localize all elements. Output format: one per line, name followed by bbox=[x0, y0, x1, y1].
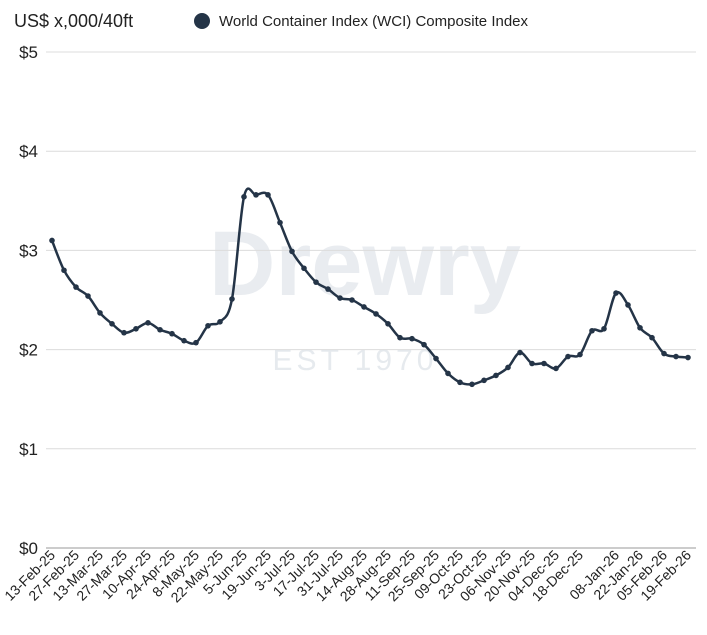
data-point bbox=[253, 192, 259, 198]
y-tick-label: $0 bbox=[19, 539, 38, 558]
data-point bbox=[229, 296, 235, 302]
watermark-logo-text: Drewry bbox=[209, 213, 521, 315]
data-point bbox=[133, 325, 139, 332]
data-point bbox=[241, 194, 247, 200]
watermark-est-text: EST 1970 bbox=[273, 344, 438, 377]
data-point bbox=[445, 370, 451, 377]
data-point bbox=[589, 327, 595, 334]
data-point bbox=[49, 237, 55, 244]
data-point bbox=[433, 355, 439, 362]
data-point bbox=[85, 293, 91, 299]
data-point bbox=[529, 360, 535, 367]
data-point bbox=[109, 321, 115, 327]
data-point bbox=[373, 311, 379, 317]
data-point bbox=[205, 322, 211, 329]
watermark: Drewry EST 1970 bbox=[209, 213, 521, 377]
data-point bbox=[217, 319, 223, 325]
data-point bbox=[289, 248, 295, 255]
data-point bbox=[157, 326, 163, 333]
data-point bbox=[409, 335, 415, 342]
legend-label: World Container Index (WCI) Composite In… bbox=[219, 13, 529, 30]
data-point bbox=[553, 365, 559, 372]
data-point bbox=[649, 334, 655, 341]
legend-marker bbox=[194, 13, 210, 29]
data-point bbox=[673, 353, 679, 360]
data-point bbox=[385, 321, 391, 327]
x-axis-ticks: 13-Feb-2527-Feb-2513-Mar-2527-Mar-2510-A… bbox=[1, 547, 694, 606]
data-point bbox=[337, 295, 343, 301]
data-point bbox=[577, 351, 583, 358]
data-point bbox=[637, 324, 643, 331]
y-axis-ticks: $0 $1 $2 $3 $4 $5 bbox=[19, 43, 38, 558]
y-tick-label: $5 bbox=[19, 43, 38, 62]
data-point bbox=[685, 354, 691, 361]
data-point bbox=[361, 304, 367, 310]
data-point bbox=[493, 372, 499, 379]
data-point bbox=[121, 329, 127, 336]
data-point bbox=[349, 297, 355, 303]
data-point bbox=[397, 334, 403, 341]
data-point bbox=[277, 219, 283, 226]
series-wci-composite bbox=[49, 187, 691, 388]
data-point bbox=[613, 290, 619, 296]
data-point bbox=[301, 265, 307, 272]
y-tick-label: $3 bbox=[19, 241, 38, 260]
data-point bbox=[193, 339, 199, 346]
data-point bbox=[145, 320, 151, 326]
data-point bbox=[421, 341, 427, 348]
gridlines bbox=[46, 51, 696, 549]
data-point bbox=[313, 279, 319, 285]
y-tick-label: $2 bbox=[19, 341, 38, 360]
y-tick-label: $1 bbox=[19, 440, 38, 459]
data-point bbox=[169, 330, 175, 337]
data-point bbox=[601, 325, 607, 332]
data-point bbox=[517, 349, 523, 356]
y-axis-unit-label: US$ x,000/40ft bbox=[14, 11, 133, 31]
data-point bbox=[97, 310, 103, 316]
data-point bbox=[265, 192, 271, 198]
data-point bbox=[181, 337, 187, 344]
data-point bbox=[469, 381, 475, 388]
data-point bbox=[457, 379, 463, 386]
data-point bbox=[661, 350, 667, 357]
data-point bbox=[73, 284, 79, 290]
y-tick-label: $4 bbox=[19, 142, 38, 161]
data-point bbox=[541, 360, 547, 367]
data-point bbox=[325, 286, 331, 292]
legend: World Container Index (WCI) Composite In… bbox=[194, 13, 529, 30]
data-point bbox=[505, 364, 511, 371]
data-point bbox=[565, 353, 571, 360]
data-point bbox=[481, 377, 487, 384]
data-point bbox=[625, 302, 631, 308]
data-point bbox=[61, 267, 67, 274]
